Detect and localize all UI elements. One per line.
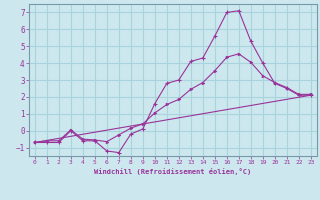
X-axis label: Windchill (Refroidissement éolien,°C): Windchill (Refroidissement éolien,°C) — [94, 168, 252, 175]
